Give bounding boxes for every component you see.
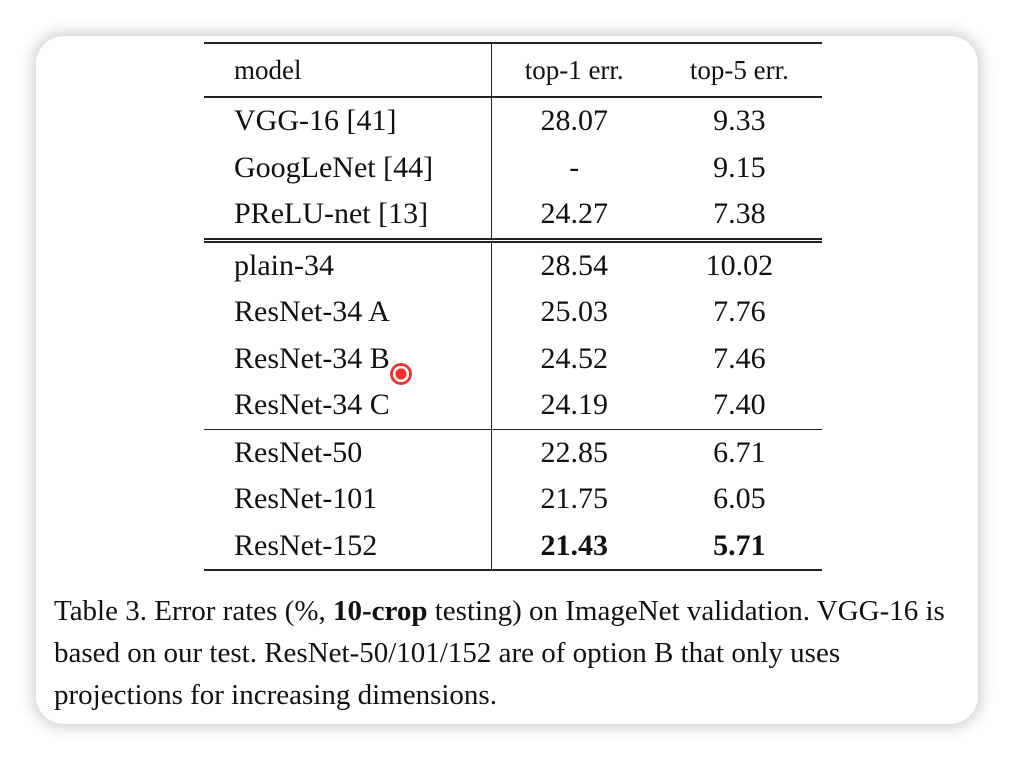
cell-model: ResNet-152 [204, 522, 492, 571]
cell-model: PReLU-net [13] [204, 191, 492, 243]
table-row: ResNet-34 B 24.52 7.46 [204, 335, 822, 382]
cell-top5: 7.46 [713, 341, 766, 375]
cell-model: ResNet-50 [204, 429, 492, 476]
cell-model: ResNet-34 B [204, 335, 492, 382]
cell-top1: 28.07 [540, 104, 608, 138]
caption-text-2: testing) on ImageNet validation. VGG-16 … [54, 595, 945, 711]
header-model: model [204, 42, 492, 98]
mouse-cursor-indicator [390, 363, 412, 385]
header-top5-err: top-5 err. [656, 42, 822, 98]
table-row: ResNet-34 A 25.03 7.76 [204, 289, 822, 336]
cell-top1: 24.52 [540, 341, 608, 375]
cell-model: plain-34 [204, 240, 492, 289]
cell-top5: 9.33 [713, 104, 766, 138]
cell-top5: 9.15 [713, 150, 766, 184]
table-row: ResNet-34 C 24.19 7.40 [204, 382, 822, 430]
cell-model: GoogLeNet [44] [204, 144, 492, 191]
cell-model: ResNet-34 A [204, 289, 492, 336]
cell-top1-best: 21.43 [491, 522, 657, 571]
table-row: GoogLeNet [44] - 9.15 [204, 144, 822, 191]
header-top1-err: top-1 err. [491, 42, 657, 98]
table-header-row: model top-1 err. top-5 err. [204, 42, 822, 98]
table-row: plain-34 28.54 10.02 [204, 240, 822, 289]
cell-model: VGG-16 [41] [204, 97, 492, 145]
table-row: ResNet-101 21.75 6.05 [204, 476, 822, 523]
caption-bold-text: 10-crop [332, 595, 428, 627]
cell-top5: 6.71 [713, 435, 766, 469]
table-caption: Table 3. Error rates (%, 10-crop testing… [54, 590, 969, 716]
table-row: ResNet-152 21.43 5.71 [204, 522, 822, 571]
caption-text-1: Table 3. Error rates (%, [54, 595, 333, 627]
cell-top5: 10.02 [705, 248, 774, 282]
results-table-wrapper: model top-1 err. top-5 err. VGG-16 [41] … [204, 42, 822, 571]
cell-top5: 7.76 [713, 295, 766, 329]
paper-excerpt-card: model top-1 err. top-5 err. VGG-16 [41] … [36, 36, 978, 724]
table-row: PReLU-net [13] 24.27 7.38 [204, 191, 822, 243]
cell-model: ResNet-101 [204, 476, 492, 523]
cell-top5: 7.38 [656, 191, 822, 243]
cell-model: ResNet-34 C [204, 382, 492, 430]
cell-top1: 24.19 [491, 382, 657, 430]
cell-top1: 24.27 [491, 191, 657, 243]
cell-top5-best: 5.71 [656, 522, 822, 571]
cell-top1: 22.85 [540, 435, 608, 469]
cell-top1: 28.54 [540, 248, 608, 282]
cell-top1: 21.75 [540, 482, 608, 516]
results-table: model top-1 err. top-5 err. VGG-16 [41] … [204, 42, 822, 571]
cell-top5: 6.05 [713, 482, 766, 516]
table-row: ResNet-50 22.85 6.71 [204, 429, 822, 476]
cell-top1: - [569, 150, 580, 184]
cell-top1: 25.03 [540, 295, 608, 329]
cell-top5: 7.40 [656, 382, 822, 430]
table-row: VGG-16 [41] 28.07 9.33 [204, 97, 822, 145]
